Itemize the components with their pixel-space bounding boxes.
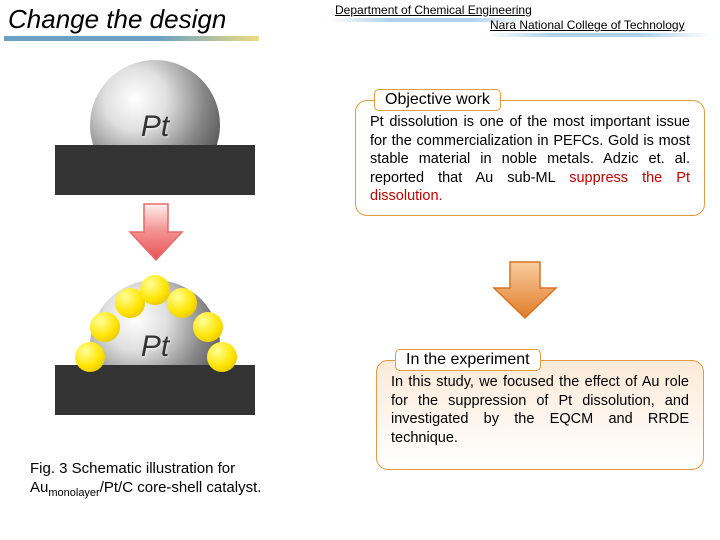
down-arrow-icon xyxy=(126,200,186,265)
objective-panel: Objective work Pt dissolution is one of … xyxy=(355,100,705,216)
department-label: Department of Chemical Engineering xyxy=(335,3,532,17)
title-underline xyxy=(4,36,259,41)
figure-caption: Fig. 3 Schematic illustration for Aumono… xyxy=(30,460,350,501)
substrate-bar xyxy=(55,365,255,415)
au-dot-icon xyxy=(90,312,120,342)
college-underline xyxy=(485,33,710,37)
college-label: Nara National College of Technology xyxy=(490,18,685,32)
figure-stage-before: Pt xyxy=(55,60,255,195)
au-dot-icon xyxy=(167,288,197,318)
au-dot-icon xyxy=(75,342,105,372)
caption-pre: Au xyxy=(30,479,48,496)
au-dot-icon xyxy=(193,312,223,342)
substrate-bar xyxy=(55,145,255,195)
down-arrow-icon xyxy=(490,258,560,323)
caption-line1: Fig. 3 Schematic illustration for xyxy=(30,460,235,477)
au-dot-icon xyxy=(140,275,170,305)
objective-body: Pt dissolution is one of the most import… xyxy=(370,113,690,206)
caption-sub: monolayer xyxy=(48,487,99,499)
caption-post: /Pt/C core-shell catalyst. xyxy=(100,479,262,496)
experiment-body: In this study, we focused the effect of … xyxy=(391,373,689,447)
au-dot-icon xyxy=(207,342,237,372)
objective-title: Objective work xyxy=(374,89,501,111)
page-title: Change the design xyxy=(8,4,226,35)
experiment-title: In the experiment xyxy=(395,349,541,371)
experiment-panel: In the experiment In this study, we focu… xyxy=(376,360,704,470)
figure-stage-after: Pt xyxy=(55,280,255,415)
